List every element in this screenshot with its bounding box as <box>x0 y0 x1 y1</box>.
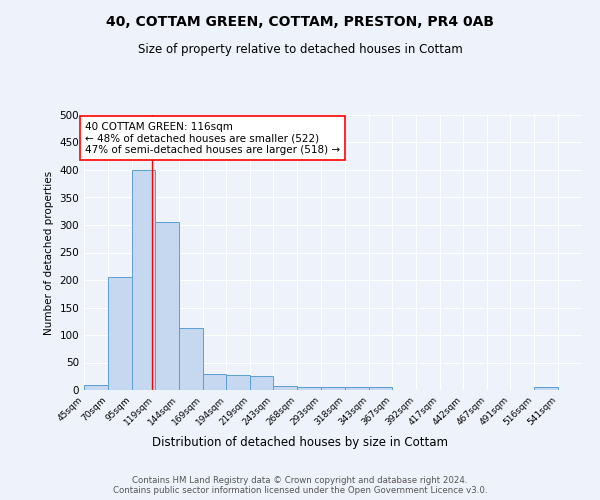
Bar <box>321 387 345 390</box>
Bar <box>250 376 273 390</box>
Y-axis label: Number of detached properties: Number of detached properties <box>44 170 54 334</box>
Bar <box>226 375 250 390</box>
Bar <box>179 328 203 390</box>
Bar <box>369 387 392 390</box>
Bar <box>203 374 226 390</box>
Text: 40, COTTAM GREEN, COTTAM, PRESTON, PR4 0AB: 40, COTTAM GREEN, COTTAM, PRESTON, PR4 0… <box>106 15 494 29</box>
Bar <box>273 386 297 390</box>
Text: Size of property relative to detached houses in Cottam: Size of property relative to detached ho… <box>137 42 463 56</box>
Bar <box>132 170 155 390</box>
Text: Distribution of detached houses by size in Cottam: Distribution of detached houses by size … <box>152 436 448 449</box>
Bar <box>345 387 369 390</box>
Text: 40 COTTAM GREEN: 116sqm
← 48% of detached houses are smaller (522)
47% of semi-d: 40 COTTAM GREEN: 116sqm ← 48% of detache… <box>85 122 340 155</box>
Text: Contains HM Land Registry data © Crown copyright and database right 2024.
Contai: Contains HM Land Registry data © Crown c… <box>113 476 487 495</box>
Bar <box>534 387 558 390</box>
Bar <box>84 384 108 390</box>
Bar <box>155 222 179 390</box>
Bar <box>297 386 321 390</box>
Bar <box>108 277 132 390</box>
